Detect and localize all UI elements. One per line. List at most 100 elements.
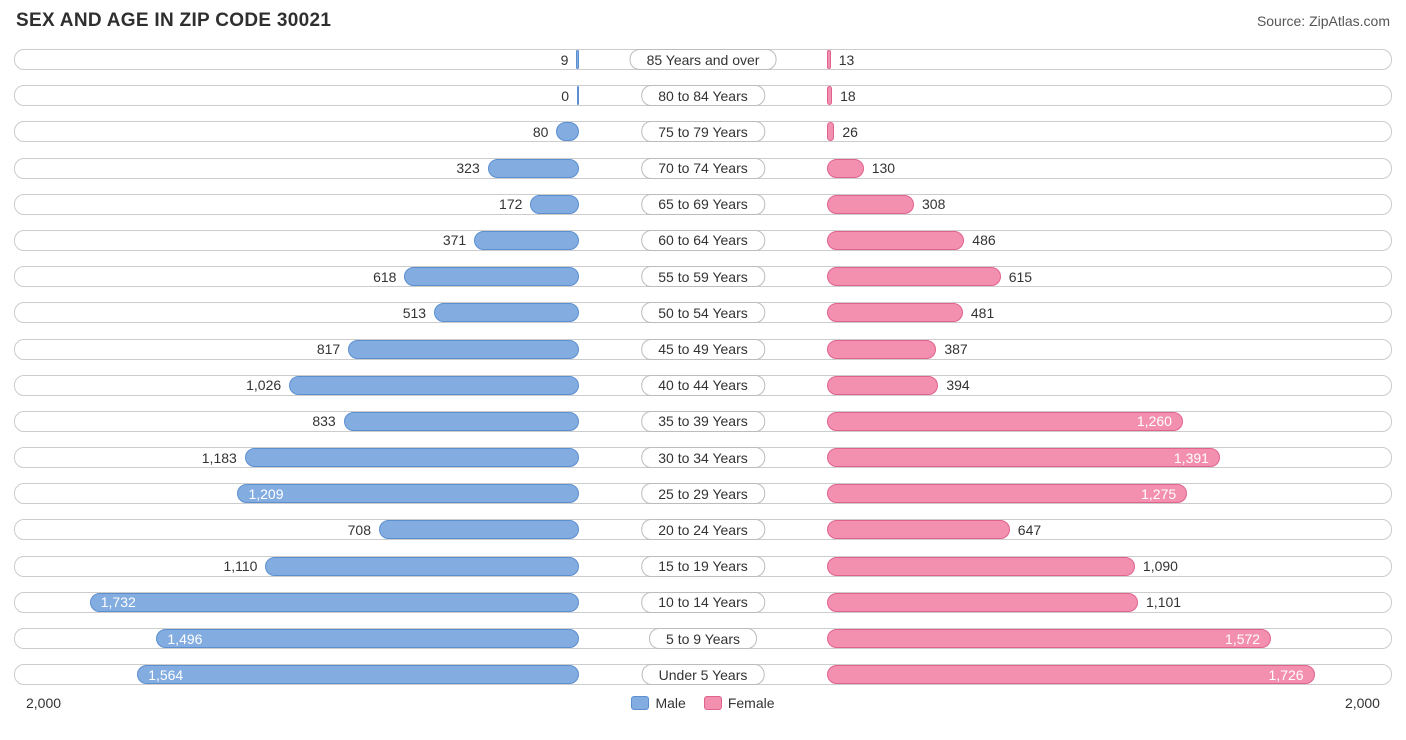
category-pill: 10 to 14 Years [641,592,765,613]
male-bar-container: 708 [14,520,579,539]
female-bar: 1,726 [827,665,1315,684]
chart-header: SEX AND AGE IN ZIP CODE 30021 Source: Zi… [14,10,1392,32]
male-value-label: 1,183 [194,450,245,466]
male-value-label: 371 [435,232,474,248]
pyramid-row: 1,209 1,275 25 to 29 Years [14,478,1392,510]
male-bar: 1,496 [156,629,579,648]
male-value-label: 833 [304,413,343,429]
legend-item: Male [631,695,685,711]
category-pill: 50 to 54 Years [641,302,765,323]
female-bar-container: 394 [827,376,1392,395]
female-bar [827,195,914,214]
female-bar: 1,391 [827,448,1220,467]
female-bar [827,557,1135,576]
pyramid-row: 1,026 394 40 to 44 Years [14,370,1392,402]
female-value-label: 1,726 [1259,667,1314,683]
male-value-label: 1,110 [215,558,265,574]
male-bar [576,50,579,69]
male-bar [245,448,579,467]
male-bar-container: 0 [14,86,579,105]
legend-swatch [704,696,722,710]
male-bar-container: 833 [14,412,579,431]
category-pill: 25 to 29 Years [641,483,765,504]
category-pill: Under 5 Years [642,664,765,685]
male-value-label: 1,496 [157,631,212,647]
female-bar [827,122,834,141]
pyramid-row: 0 18 80 to 84 Years [14,80,1392,112]
category-pill: 65 to 69 Years [641,194,765,215]
female-value-label: 1,260 [1127,413,1182,429]
legend-item: Female [704,695,775,711]
male-value-label: 80 [525,124,557,140]
female-bar-container: 615 [827,267,1392,286]
male-bar [434,303,579,322]
pyramid-row: 9 13 85 Years and over [14,44,1392,76]
female-value-label: 394 [938,377,977,393]
category-pill: 85 Years and over [630,49,777,70]
pyramid-row: 1,110 1,090 15 to 19 Years [14,551,1392,583]
category-pill: 45 to 49 Years [641,339,765,360]
category-pill: 75 to 79 Years [641,121,765,142]
pyramid-row: 80 26 75 to 79 Years [14,116,1392,148]
male-bar-container: 1,110 [14,557,579,576]
female-bar-container: 1,391 [827,448,1392,467]
pyramid-row: 172 308 65 to 69 Years [14,189,1392,221]
male-bar [379,520,579,539]
male-value-label: 172 [491,196,530,212]
female-bar [827,159,864,178]
category-pill: 55 to 59 Years [641,266,765,287]
female-value-label: 1,101 [1138,594,1189,610]
female-bar-container: 481 [827,303,1392,322]
axis-right-label: 2,000 [1345,695,1380,711]
female-bar [827,303,963,322]
pyramid-row: 32313070 to 74 Years [14,153,1392,185]
category-pill: 15 to 19 Years [641,556,765,577]
female-value-label: 308 [914,196,953,212]
male-bar-container: 513 [14,303,579,322]
legend-label: Female [728,695,775,711]
female-bar-container: 1,726 [827,665,1392,684]
female-bar-container: 18 [827,86,1392,105]
male-value-label: 1,026 [238,377,289,393]
male-bar [348,340,579,359]
female-bar [827,520,1010,539]
pyramid-row: 61861555 to 59 Years [14,261,1392,293]
male-bar-container: 1,496 [14,629,579,648]
male-bar [474,231,579,250]
female-bar: 1,275 [827,484,1187,503]
female-bar-container: 1,090 [827,557,1392,576]
male-bar-container: 1,026 [14,376,579,395]
female-bar [827,376,938,395]
female-bar [827,593,1138,612]
category-pill: 30 to 34 Years [641,447,765,468]
male-value-label: 9 [553,52,577,68]
male-bar-container: 1,209 [14,484,579,503]
female-value-label: 481 [963,305,1002,321]
female-bar [827,231,964,250]
male-bar: 1,209 [237,484,579,503]
male-bar [265,557,579,576]
female-bar-container: 1,572 [827,629,1392,648]
category-pill: 20 to 24 Years [641,519,765,540]
pyramid-row: 513 481 50 to 54 Years [14,297,1392,329]
chart-legend: Male Female [631,695,774,711]
chart-footer: 2,000 MaleFemale 2,000 [14,695,1392,711]
male-bar-container: 172 [14,195,579,214]
male-bar-container: 1,183 [14,448,579,467]
male-bar-container: 371 [14,231,579,250]
female-bar-container: 308 [827,195,1392,214]
category-pill: 70 to 74 Years [641,158,765,179]
pyramid-row: 70864720 to 24 Years [14,514,1392,546]
chart-title: SEX AND AGE IN ZIP CODE 30021 [16,10,331,32]
male-bar-container: 80 [14,122,579,141]
population-pyramid-chart: 9 13 85 Years and over 0 18 80 to 84 Years 80 2… [14,44,1392,691]
category-pill: 80 to 84 Years [641,85,765,106]
female-value-label: 26 [834,124,866,140]
male-value-label: 323 [448,160,487,176]
male-value-label: 708 [340,522,379,538]
female-bar-container: 387 [827,340,1392,359]
pyramid-row: 1,7321,10110 to 14 Years [14,587,1392,619]
male-bar [577,86,579,105]
category-pill: 40 to 44 Years [641,375,765,396]
female-value-label: 13 [831,52,863,68]
